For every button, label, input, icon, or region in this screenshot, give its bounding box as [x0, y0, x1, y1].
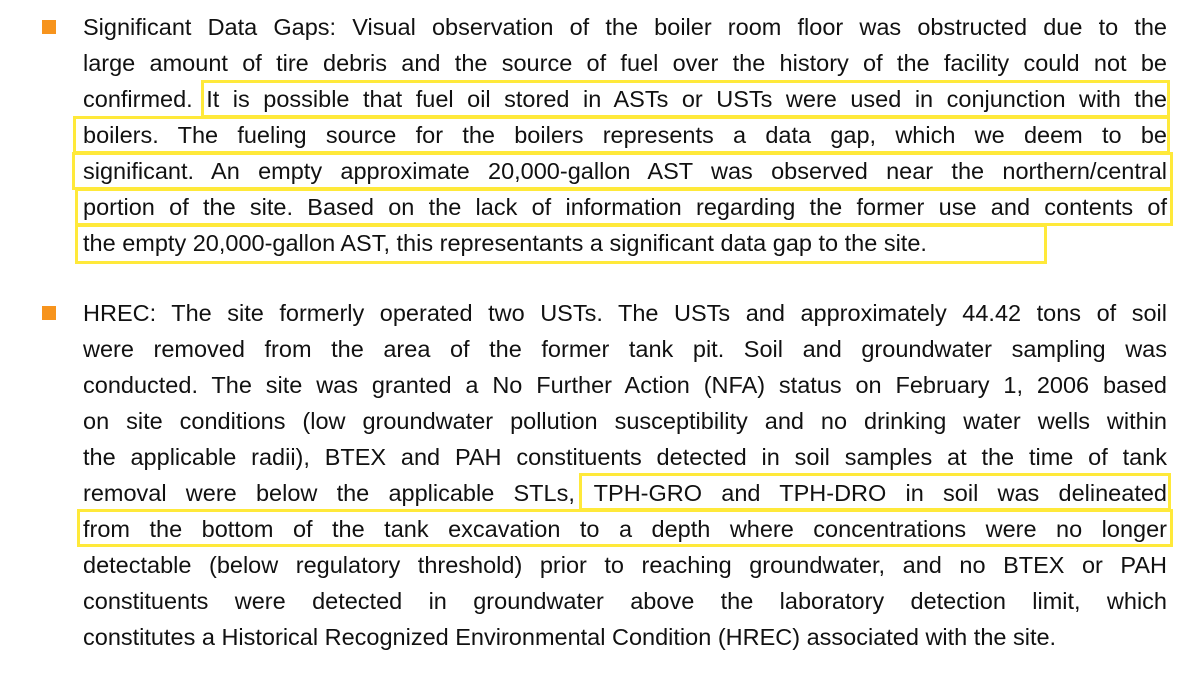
text-line: significant. An empty approximate 20,000…	[83, 158, 1167, 184]
text-line: HREC: The site formerly operated two UST…	[83, 300, 1167, 326]
text-line: constituents were detected in groundwate…	[83, 588, 1167, 614]
text-line: were removed from the area of the former…	[83, 336, 1167, 362]
text-line: constitutes a Historical Recognized Envi…	[83, 624, 1057, 650]
text-line: conducted. The site was granted a No Fur…	[83, 372, 1167, 398]
text-line: from the bottom of the tank excavation t…	[83, 516, 1167, 542]
text-line: boilers. The fueling source for the boil…	[83, 122, 1167, 148]
highlight-box	[72, 152, 1173, 190]
highlight-box	[75, 188, 1173, 226]
text-line: removal were below the applicable STLs, …	[83, 480, 1167, 506]
bullet-icon	[42, 20, 56, 34]
text-line: portion of the site. Based on the lack o…	[83, 194, 1167, 220]
text-line: detectable (below regulatory threshold) …	[83, 552, 1167, 578]
highlight-box	[73, 116, 1170, 154]
text-line: the empty 20,000-gallon AST, this repres…	[83, 230, 927, 256]
text-line: on site conditions (low groundwater poll…	[83, 408, 1167, 434]
text-line: the applicable radii), BTEX and PAH cons…	[83, 444, 1167, 470]
text-line: confirmed. It is possible that fuel oil …	[83, 86, 1167, 112]
highlight-box	[77, 509, 1173, 547]
highlight-box	[201, 80, 1170, 118]
text-line: Significant Data Gaps: Visual observatio…	[83, 14, 1167, 40]
highlight-box	[75, 224, 1047, 264]
bullet-icon	[42, 306, 56, 320]
highlight-box	[579, 473, 1171, 511]
text-line: large amount of tire debris and the sour…	[83, 50, 1167, 76]
